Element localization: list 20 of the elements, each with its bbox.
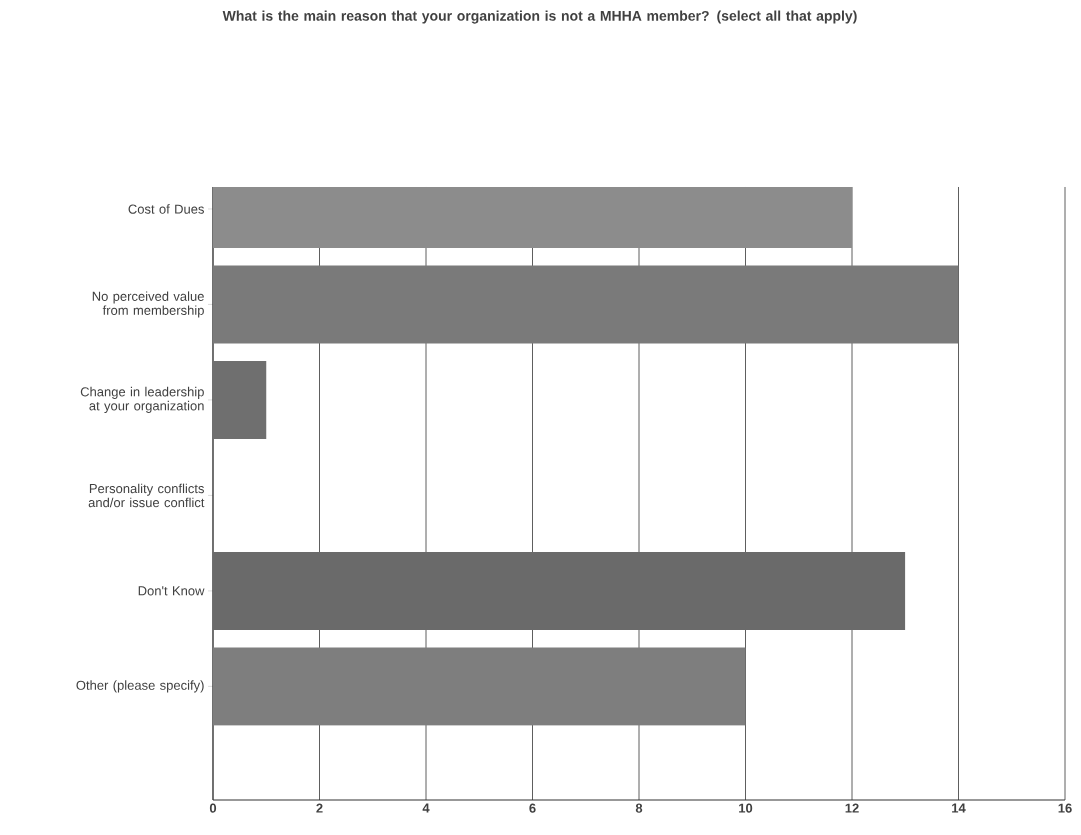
x-tick-label: 16	[1058, 803, 1072, 813]
x-tick-label: 0	[209, 803, 217, 813]
x-tick-label: 14	[952, 803, 966, 813]
bar	[213, 265, 959, 344]
y-tick-label: Change in leadership at your organization	[80, 386, 204, 413]
bar	[213, 647, 746, 726]
y-tick-label: Don't Know	[138, 586, 205, 596]
x-tick-label: 12	[845, 803, 859, 813]
bar	[213, 360, 267, 439]
y-tick-label: Other (please specify)	[76, 680, 204, 693]
x-tick-label: 10	[739, 803, 753, 813]
y-tick-label: Cost of Dues	[128, 204, 204, 214]
x-tick-label: 2	[316, 803, 323, 813]
y-tick-label: Personality conflicts and/or issue conflict	[88, 483, 205, 508]
x-tick-label: 4	[422, 803, 430, 813]
chart-title: What is the main reason that your organization is not a MHHA member? (select all that apply)	[222, 10, 857, 24]
x-tick-label: 8	[635, 803, 643, 813]
bar	[213, 551, 906, 630]
x-tick-label: 6	[529, 803, 536, 813]
y-tick-label: No perceived value from membership	[92, 291, 204, 318]
